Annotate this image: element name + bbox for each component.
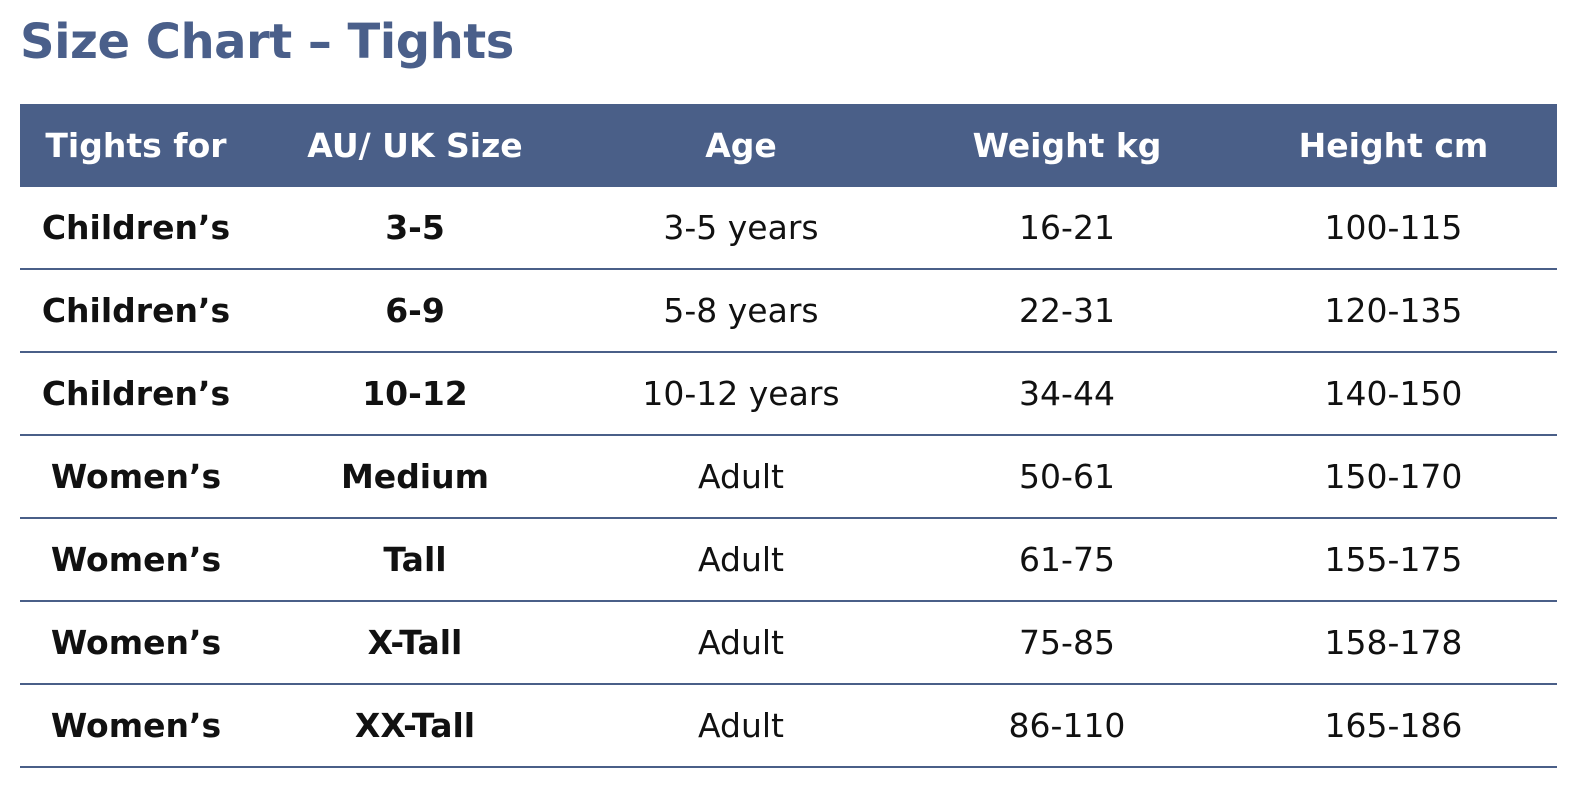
table-cell: Children’s	[41, 374, 231, 413]
column-header: AU/ UK Size	[307, 126, 523, 165]
table-cell: 10-12	[362, 374, 468, 413]
table-cell: Children’s	[41, 208, 231, 247]
table-cell: 100-115	[1324, 208, 1463, 247]
table-cell: 155-175	[1324, 540, 1463, 579]
table-row: Women’s Tall Adult 61-75 155-175	[20, 519, 1557, 602]
table-cell: Children’s	[41, 291, 231, 330]
column-header: Age	[705, 126, 777, 165]
table-cell: 50-61	[1019, 457, 1115, 496]
column-header: Height cm	[1298, 126, 1489, 165]
table-cell: 75-85	[1019, 623, 1115, 662]
table-cell: Tall	[383, 540, 447, 579]
table-cell: Medium	[340, 457, 490, 496]
table-cell: Women’s	[50, 540, 222, 579]
table-row: Women’s Medium Adult 50-61 150-170	[20, 436, 1557, 519]
header-row: Tights for AU/ UK Size Age Weight kg Height …	[20, 104, 1557, 187]
table-cell: 140-150	[1324, 374, 1463, 413]
table-cell: 165-186	[1324, 706, 1463, 745]
table-cell: Women’s	[50, 706, 222, 745]
table-cell: Adult	[698, 623, 784, 662]
table-row: Women’s XX-Tall Adult 86-110 165-186	[20, 685, 1557, 768]
table-cell: 3-5 years	[663, 208, 819, 247]
table-cell: 34-44	[1019, 374, 1115, 413]
table-row: Children’s 3-5 3-5 years 16-21 100-115	[20, 187, 1557, 270]
table-cell: X-Tall	[367, 623, 463, 662]
table-cell: 10-12 years	[642, 374, 840, 413]
table-cell: Adult	[698, 706, 784, 745]
table-cell: Women’s	[50, 457, 222, 496]
table-cell: 22-31	[1019, 291, 1115, 330]
table-cell: Adult	[698, 540, 784, 579]
table-cell: Women’s	[50, 623, 222, 662]
table-cell: 86-110	[1008, 706, 1126, 745]
table-cell: XX-Tall	[354, 706, 476, 745]
column-header: Tights for	[45, 126, 227, 165]
table-cell: 6-9	[385, 291, 445, 330]
table-row: Children’s 10-12 10-12 years 34-44 140-150	[20, 353, 1557, 436]
table-cell: 16-21	[1019, 208, 1115, 247]
table-row: Children’s 6-9 5-8 years 22-31 120-135	[20, 270, 1557, 353]
table-cell: 5-8 years	[663, 291, 819, 330]
column-header: Weight kg	[972, 126, 1162, 165]
table-cell: 61-75	[1019, 540, 1115, 579]
size-table: Tights for AU/ UK Size Age Weight kg Height …	[20, 104, 1557, 768]
page-title: Size Chart – Tights	[20, 14, 514, 70]
table-cell: 120-135	[1324, 291, 1463, 330]
table-cell: 3-5	[385, 208, 445, 247]
table-cell: Adult	[698, 457, 784, 496]
table-row: Women’s X-Tall Adult 75-85 158-178	[20, 602, 1557, 685]
table-cell: 150-170	[1324, 457, 1463, 496]
table-cell: 158-178	[1324, 623, 1463, 662]
